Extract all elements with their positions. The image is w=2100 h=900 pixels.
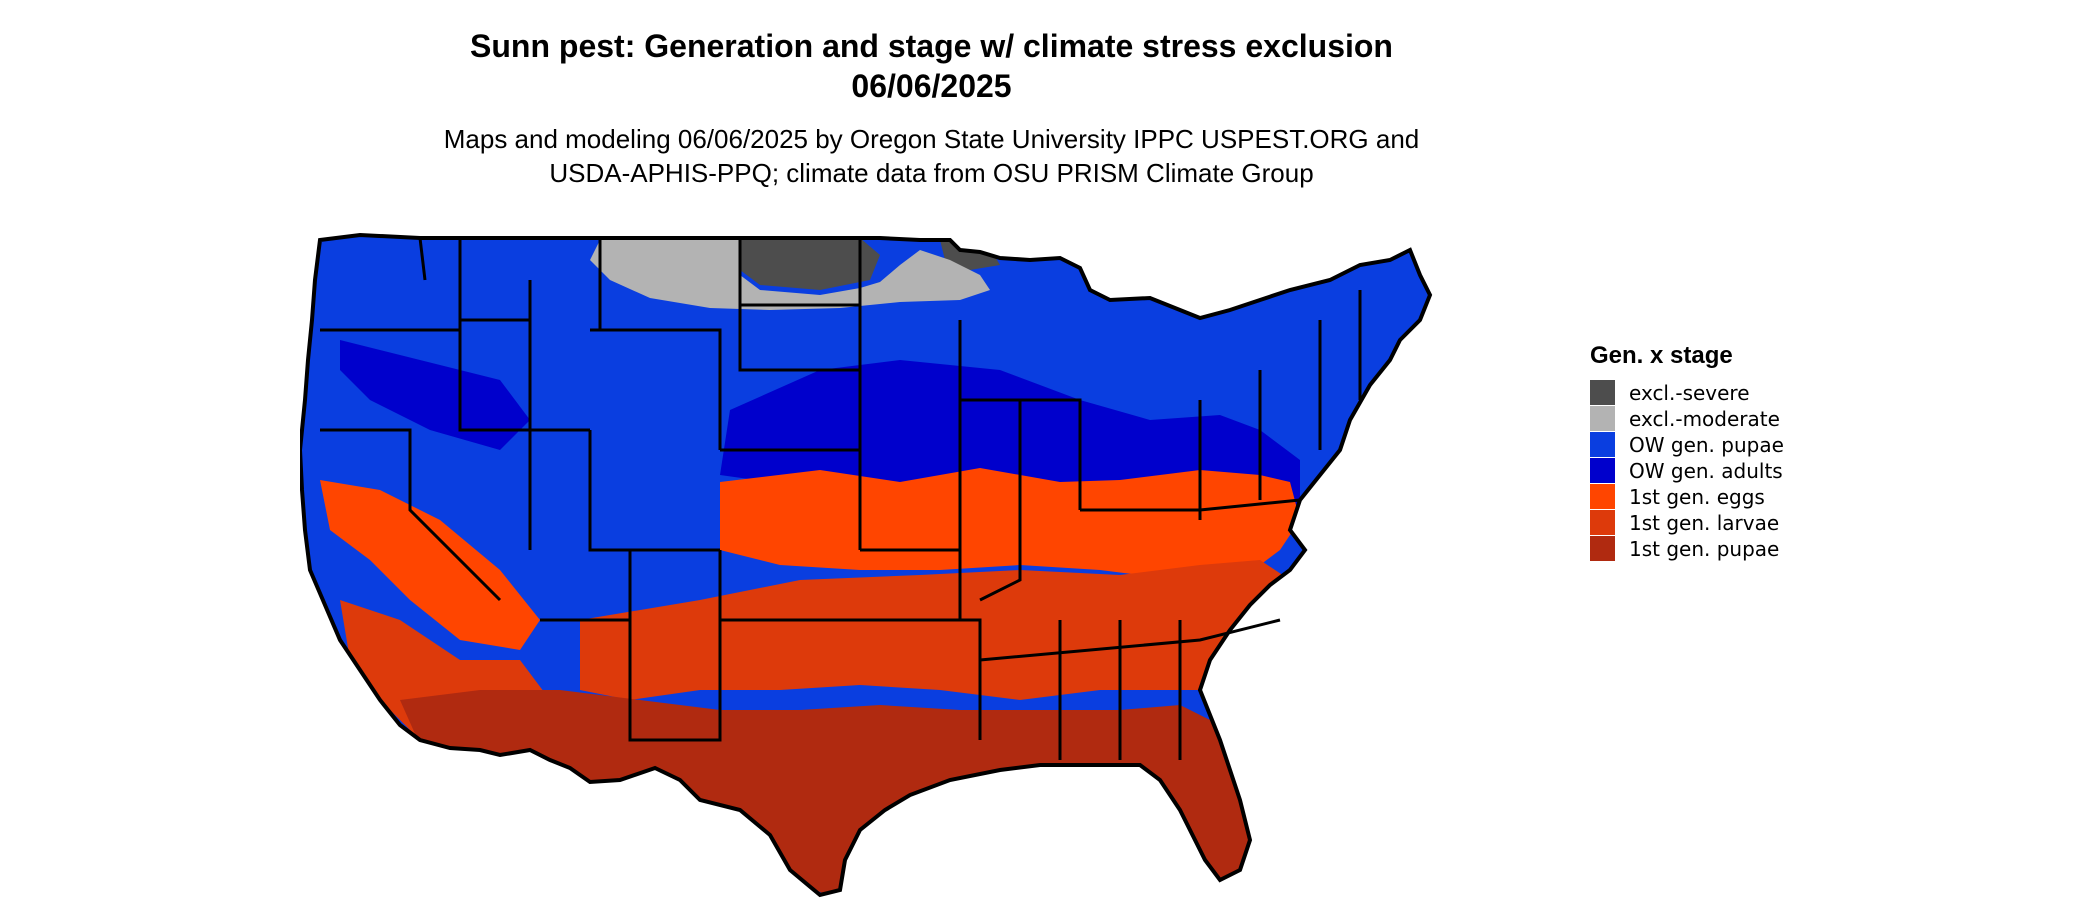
legend-item: OW gen. pupae xyxy=(1590,432,1784,457)
legend-label: excl.-moderate xyxy=(1629,406,1780,431)
legend-item: excl.-severe xyxy=(1590,380,1750,405)
title-line-2: 06/06/2025 xyxy=(851,68,1012,104)
zone-ow-gen-adults-sw xyxy=(340,340,530,450)
legend-swatch xyxy=(1590,484,1615,509)
title-line-1: Sunn pest: Generation and stage w/ clima… xyxy=(470,28,1393,64)
legend-item: 1st gen. larvae xyxy=(1590,510,1779,535)
legend-item: 1st gen. eggs xyxy=(1590,484,1765,509)
legend-swatch xyxy=(1590,432,1615,457)
legend-label: 1st gen. eggs xyxy=(1629,484,1765,509)
us-outline xyxy=(300,232,1433,898)
zone-1st-gen-pupae xyxy=(400,690,1250,895)
legend-item: excl.-moderate xyxy=(1590,406,1780,431)
zone-1st-gen-larvae xyxy=(580,560,1290,700)
legend-swatch xyxy=(1590,380,1615,405)
legend-label: 1st gen. larvae xyxy=(1629,510,1780,535)
subtitle-line-1: Maps and modeling 06/06/2025 by Oregon S… xyxy=(443,124,1420,154)
legend-label: OW gen. adults xyxy=(1629,458,1783,483)
legend-label: excl.-severe xyxy=(1629,380,1750,405)
zone-excl-severe xyxy=(740,238,880,290)
zone-1st-gen-eggs xyxy=(720,468,1300,580)
legend-item: 1st gen. pupae xyxy=(1590,536,1779,561)
subtitle-line-2: USDA-APHIS-PPQ; climate data from OSU PR… xyxy=(549,158,1314,188)
legend-swatch xyxy=(1590,536,1615,561)
zone-excl-moderate xyxy=(590,238,990,310)
legend-label: OW gen. pupae xyxy=(1629,432,1784,457)
zone-1st-gen-eggs-west xyxy=(320,480,540,650)
stage-zones xyxy=(300,235,1430,895)
state-borders xyxy=(320,237,1362,760)
legend-swatch xyxy=(1590,458,1615,483)
legend-title: Gen. x stage xyxy=(1590,342,1733,369)
legend-item: OW gen. adults xyxy=(1590,458,1783,483)
legend-swatch xyxy=(1590,406,1615,431)
legend-label: 1st gen. pupae xyxy=(1629,536,1780,561)
us-map xyxy=(300,232,1433,898)
legend-swatch xyxy=(1590,510,1615,535)
